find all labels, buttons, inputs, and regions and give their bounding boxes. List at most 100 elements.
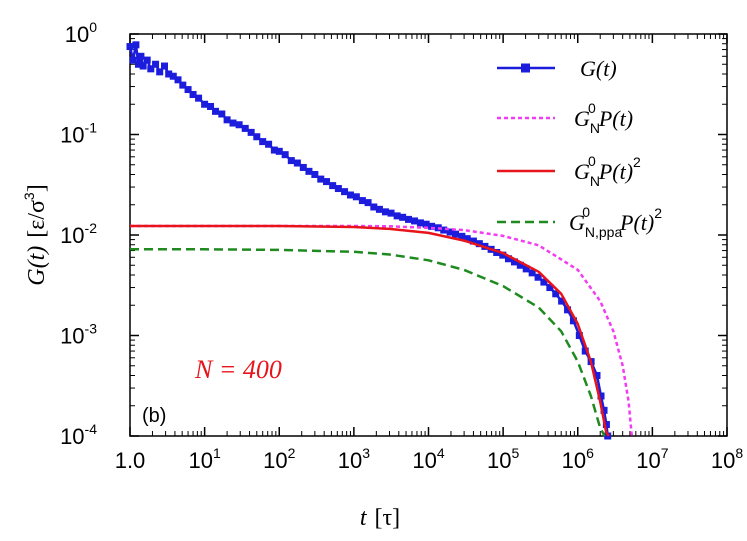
series-line-2: [130, 224, 610, 437]
data-point: [305, 167, 313, 175]
data-point: [126, 43, 134, 51]
x-tick-label: 102: [263, 445, 295, 473]
data-point: [597, 392, 605, 400]
legend: G(t) GN0 P(t) GN0 P(t)2 GN,ppa0 P(t)2: [497, 56, 662, 240]
data-point: [135, 60, 143, 68]
data-point: [352, 193, 360, 201]
data-point: [334, 185, 342, 193]
data-point: [265, 140, 273, 148]
x-tick-label: 104: [412, 445, 444, 473]
data-point: [184, 86, 192, 94]
data-point: [428, 222, 436, 230]
data-point: [275, 147, 283, 155]
n-annotation: N = 400: [194, 355, 282, 384]
legend-entry-gnppa-p2: GN,ppa0 P(t)2: [497, 204, 662, 240]
data-point: [440, 226, 448, 234]
data-point: [287, 157, 295, 165]
data-point: [510, 258, 518, 266]
data-point: [569, 317, 577, 325]
data-point: [270, 146, 278, 154]
data-point: [147, 65, 155, 73]
legend-label-gnppa-p2: GN,ppa0 P(t)2: [569, 204, 662, 240]
data-point: [499, 251, 507, 259]
legend-label-g: G(t): [580, 56, 617, 81]
data-point: [446, 228, 454, 236]
data-point: [393, 212, 401, 220]
series-line-1: [130, 224, 634, 437]
data-point: [281, 151, 289, 159]
data-point: [540, 278, 548, 286]
data-point: [207, 102, 215, 110]
data-point: [253, 133, 261, 141]
data-point: [346, 191, 354, 199]
data-point: [329, 182, 337, 190]
data-point: [341, 188, 349, 196]
x-tick-label: 108: [711, 445, 743, 473]
data-point: [299, 163, 307, 171]
data-point: [522, 265, 530, 273]
y-tick-label: 10-4: [60, 421, 97, 449]
series-group: [126, 41, 634, 440]
data-point: [564, 306, 572, 314]
data-point: [293, 159, 301, 167]
data-point: [493, 248, 501, 256]
data-point: [201, 100, 209, 108]
x-axis-label: t [τ]: [360, 505, 400, 531]
data-point: [422, 220, 430, 228]
data-point: [405, 215, 413, 223]
data-point: [317, 175, 325, 183]
x-tick-label: 107: [636, 445, 668, 473]
data-point: [165, 70, 173, 78]
data-point: [174, 76, 182, 84]
data-point: [241, 124, 249, 132]
data-point: [129, 56, 137, 64]
data-point: [416, 219, 424, 227]
legend-entry-g: G(t): [497, 56, 617, 81]
x-tick-label: 103: [338, 445, 370, 473]
data-point: [504, 255, 512, 263]
data-point: [152, 60, 160, 68]
data-point: [593, 371, 601, 379]
data-point: [575, 332, 583, 339]
data-point: [179, 81, 187, 89]
data-point: [212, 107, 220, 115]
legend-label-gn-p2: GN0 P(t)2: [574, 153, 641, 189]
data-point: [229, 119, 237, 127]
data-point: [169, 72, 177, 80]
panel-label: (b): [142, 405, 166, 427]
data-point: [552, 290, 560, 298]
data-point: [137, 52, 145, 60]
data-point: [218, 110, 226, 118]
data-point: [259, 138, 267, 146]
data-point: [546, 284, 554, 292]
data-point: [387, 209, 395, 217]
data-point: [370, 203, 378, 211]
y-tick-label: 10-1: [60, 120, 97, 148]
y-tick-label: 100: [65, 19, 97, 47]
legend-entry-gn-p: GN0 P(t): [497, 100, 633, 136]
data-point: [323, 178, 331, 186]
x-tick-label: 1.0: [115, 448, 146, 473]
data-point: [247, 128, 255, 136]
data-point: [458, 232, 466, 240]
axis-ticks: 1.0 101 102 103 104 105 106 107 108 10-4 10-3 10-2 1…: [60, 19, 743, 473]
data-point: [475, 240, 483, 248]
series-line-3: [130, 248, 606, 437]
legend-label-gn-p: GN0 P(t): [574, 100, 633, 136]
legend-marker-g: [521, 63, 530, 73]
data-point: [223, 116, 231, 124]
y-axis-label: G(t)[ε/σ3]: [21, 184, 50, 285]
x-tick-label: 106: [562, 445, 594, 473]
data-point: [602, 421, 610, 429]
data-point: [156, 68, 164, 76]
data-point: [399, 213, 407, 221]
y-tick-label: 10-3: [60, 321, 97, 349]
data-point: [143, 56, 151, 64]
data-point: [381, 208, 389, 216]
data-point: [132, 41, 140, 49]
y-tick-label: 10-2: [60, 220, 97, 248]
legend-entry-gn-p2: GN0 P(t)2: [497, 153, 641, 189]
data-point: [358, 197, 366, 205]
data-point: [558, 297, 566, 305]
